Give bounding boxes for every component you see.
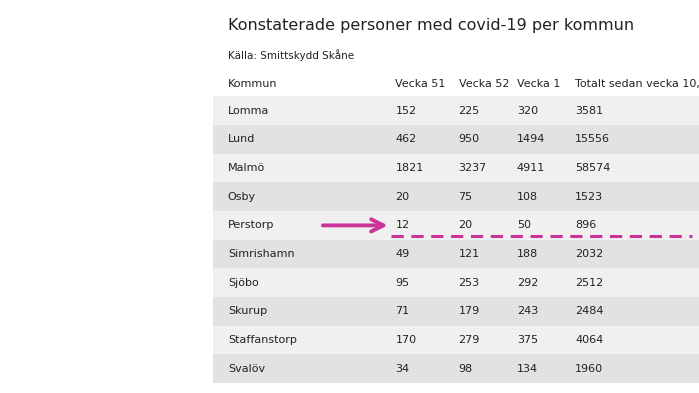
Text: 225: 225 [459,106,480,116]
Bar [213,240,699,268]
Text: 179: 179 [459,307,480,316]
Text: 2484: 2484 [575,307,604,316]
Text: 292: 292 [517,278,538,288]
Text: 152: 152 [396,106,417,116]
Text: Lund: Lund [228,134,255,144]
Text: 50: 50 [517,220,531,230]
Text: Konstaterade personer med covid-19 per kommun: Konstaterade personer med covid-19 per k… [228,18,634,33]
Text: 1821: 1821 [396,163,424,173]
Text: Vecka 51: Vecka 51 [396,79,446,90]
Text: Staffanstorp: Staffanstorp [228,335,296,345]
Text: 108: 108 [517,192,538,202]
Text: Simrishamn: Simrishamn [228,249,294,259]
Text: Kommun: Kommun [228,79,278,90]
Bar [213,154,699,182]
Text: Lomma: Lomma [228,106,269,116]
Text: 896: 896 [575,220,596,230]
Text: Källa: Smittskydd Skåne: Källa: Smittskydd Skåne [228,49,354,61]
Text: 15556: 15556 [575,134,610,144]
Text: 1494: 1494 [517,134,545,144]
Text: 12: 12 [396,220,410,230]
Text: Vecka 1: Vecka 1 [517,79,560,90]
Text: 49: 49 [396,249,410,259]
Text: 134: 134 [517,364,538,374]
Bar [213,268,699,297]
Text: 253: 253 [459,278,480,288]
Bar [213,73,699,96]
Text: 98: 98 [459,364,473,374]
Text: 320: 320 [517,106,538,116]
Bar [213,182,699,211]
Text: 2032: 2032 [575,249,603,259]
Bar [213,211,699,240]
Text: 75: 75 [459,192,473,202]
Text: 188: 188 [517,249,538,259]
Text: 121: 121 [459,249,480,259]
Text: 950: 950 [459,134,480,144]
Text: Svalöv: Svalöv [228,364,265,374]
Bar [213,326,699,354]
Text: 3581: 3581 [575,106,603,116]
Bar [213,96,699,125]
Text: 1960: 1960 [575,364,603,374]
Text: 170: 170 [396,335,417,345]
Text: Perstorp: Perstorp [228,220,274,230]
Text: Vecka 52: Vecka 52 [459,79,509,90]
Text: Osby: Osby [228,192,256,202]
Text: 4064: 4064 [575,335,603,345]
Text: Sjöbo: Sjöbo [228,278,259,288]
Text: 279: 279 [459,335,480,345]
Text: 20: 20 [459,220,473,230]
Bar [213,297,699,326]
Text: 2512: 2512 [575,278,603,288]
Text: 71: 71 [396,307,410,316]
Text: Malmö: Malmö [228,163,265,173]
Bar [213,354,699,383]
Text: 4911: 4911 [517,163,545,173]
Text: 58574: 58574 [575,163,610,173]
Text: Skurup: Skurup [228,307,267,316]
Text: 1523: 1523 [575,192,603,202]
Text: 375: 375 [517,335,538,345]
Text: 20: 20 [396,192,410,202]
Text: 3237: 3237 [459,163,487,173]
Text: 243: 243 [517,307,538,316]
Bar [213,125,699,154]
Text: Totalt sedan vecka 10, 2020: Totalt sedan vecka 10, 2020 [575,79,699,90]
Text: 95: 95 [396,278,410,288]
Text: 462: 462 [396,134,417,144]
Text: 34: 34 [396,364,410,374]
